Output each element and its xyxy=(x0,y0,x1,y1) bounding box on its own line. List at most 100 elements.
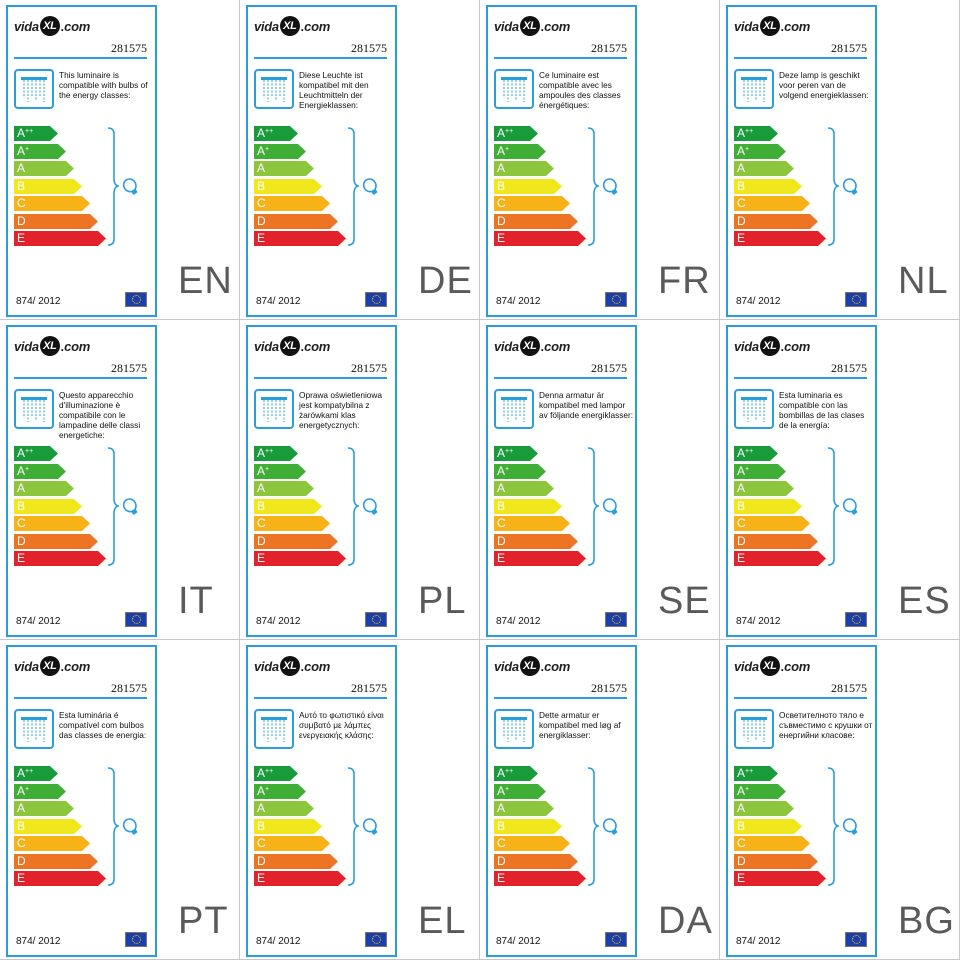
bulb-icon xyxy=(842,178,858,195)
energy-class-letter: B xyxy=(17,178,26,193)
energy-class-letter: E xyxy=(497,551,506,565)
energy-label: vida XL .com 281575 Denna armatur är kompa… xyxy=(486,325,637,637)
energy-class-arrow: D xyxy=(734,853,818,869)
energy-class-arrow: C xyxy=(494,516,570,531)
energy-class-letter: C xyxy=(497,196,506,210)
energy-class-arrow: A++ xyxy=(494,766,538,781)
energy-class-arrow: D xyxy=(14,853,98,869)
energy-class-letter: B xyxy=(737,818,746,833)
label-cell: vida XL .com 281575 This luminaire is comp… xyxy=(0,0,240,320)
energy-class-letter: A++ xyxy=(17,446,34,460)
class-range-bracket xyxy=(827,447,840,566)
product-number: 281575 xyxy=(351,41,387,55)
energy-class-arrow: A xyxy=(734,161,794,176)
language-code: BG xyxy=(898,900,955,942)
energy-class-scale: A++ A+ A B C D E xyxy=(734,446,826,569)
energy-class-arrow: C xyxy=(734,836,810,851)
energy-class-letter: D xyxy=(257,213,266,228)
energy-class-arrow: D xyxy=(494,853,578,869)
language-code: PL xyxy=(418,580,467,622)
energy-class-letter: A+ xyxy=(497,783,510,798)
energy-class-letter: B xyxy=(257,178,266,193)
energy-class-letter: A xyxy=(497,161,506,175)
energy-class-arrow: C xyxy=(14,196,90,211)
energy-class-letter: B xyxy=(737,498,746,513)
energy-class-letter: D xyxy=(257,533,266,548)
divider xyxy=(254,377,387,379)
energy-class-letter: A++ xyxy=(17,126,34,140)
energy-class-arrow: A++ xyxy=(254,446,298,461)
energy-class-letter: D xyxy=(257,853,266,868)
bulb-icon xyxy=(122,818,138,835)
energy-class-arrow: B xyxy=(734,498,802,514)
regulation-number: 874/ 2012 xyxy=(16,616,61,627)
class-range-bracket xyxy=(587,767,600,886)
energy-class-arrow: A xyxy=(254,161,314,176)
energy-class-letter: E xyxy=(497,231,506,245)
energy-class-arrow: B xyxy=(734,818,802,834)
product-number: 281575 xyxy=(351,681,387,695)
energy-class-arrow: E xyxy=(14,231,106,246)
eu-flag-icon xyxy=(365,612,387,627)
energy-class-letter: A xyxy=(737,481,746,495)
compatibility-text: Oprawa oświetleniowa jest kompatybilna z… xyxy=(299,390,383,430)
energy-class-arrow: A++ xyxy=(14,126,58,141)
energy-class-letter: E xyxy=(17,871,26,885)
energy-class-letter: A++ xyxy=(17,766,34,780)
energy-class-arrow: A++ xyxy=(254,766,298,781)
energy-class-letter: B xyxy=(17,498,26,513)
energy-class-letter: E xyxy=(17,231,26,245)
energy-class-arrow: E xyxy=(734,551,826,566)
product-number: 281575 xyxy=(591,681,627,695)
energy-class-arrow: A xyxy=(734,801,794,816)
chandelier-icon xyxy=(734,389,774,429)
energy-class-letter: B xyxy=(497,498,506,513)
divider xyxy=(494,377,627,379)
energy-class-letter: A+ xyxy=(17,143,30,158)
energy-class-letter: D xyxy=(17,213,26,228)
class-range-bracket xyxy=(827,767,840,886)
energy-class-letter: D xyxy=(737,853,746,868)
chandelier-icon xyxy=(494,389,534,429)
regulation-number: 874/ 2012 xyxy=(736,616,781,627)
energy-class-arrow: B xyxy=(14,818,82,834)
energy-class-arrow: A+ xyxy=(734,143,786,159)
vidaxl-logo: vida XL .com xyxy=(494,335,570,357)
language-code: FR xyxy=(658,260,711,302)
product-number: 281575 xyxy=(831,681,867,695)
energy-class-letter: A xyxy=(497,801,506,815)
energy-class-arrow: B xyxy=(734,178,802,194)
energy-class-arrow: D xyxy=(734,533,818,549)
compatibility-text: Questo apparecchio d'illuminazione è com… xyxy=(59,390,141,440)
eu-flag-icon xyxy=(365,932,387,947)
bulb-icon xyxy=(362,498,378,515)
compatibility-text: Dette armatur er kompatibel med løg af e… xyxy=(539,710,621,740)
label-cell: vida XL .com 281575 Denna armatur är kompa… xyxy=(480,320,720,640)
energy-class-letter: A+ xyxy=(737,783,750,798)
energy-label: vida XL .com 281575 Questo apparecchio d'i… xyxy=(6,325,157,637)
energy-class-letter: E xyxy=(737,551,746,565)
regulation-number: 874/ 2012 xyxy=(16,296,61,307)
regulation-number: 874/ 2012 xyxy=(256,296,301,307)
energy-class-letter: E xyxy=(497,871,506,885)
energy-class-arrow: A+ xyxy=(734,783,786,799)
energy-class-letter: A+ xyxy=(257,783,270,798)
energy-class-letter: A++ xyxy=(257,766,274,780)
energy-class-arrow: D xyxy=(254,853,338,869)
energy-class-letter: A++ xyxy=(497,126,514,140)
energy-class-letter: B xyxy=(17,818,26,833)
regulation-number: 874/ 2012 xyxy=(736,296,781,307)
eu-flag-icon xyxy=(605,932,627,947)
energy-class-letter: C xyxy=(257,836,266,850)
class-range-bracket xyxy=(587,127,600,246)
energy-class-letter: A xyxy=(257,481,266,495)
bulb-icon xyxy=(122,178,138,195)
product-number: 281575 xyxy=(111,361,147,375)
energy-class-arrow: A+ xyxy=(254,463,306,479)
chandelier-icon xyxy=(734,69,774,109)
class-range-bracket xyxy=(347,447,360,566)
energy-class-arrow: A+ xyxy=(494,783,546,799)
label-cell: vida XL .com 281575 Осветителното тяло е с… xyxy=(720,640,960,960)
energy-class-letter: A+ xyxy=(737,463,750,478)
chandelier-icon xyxy=(14,709,54,749)
